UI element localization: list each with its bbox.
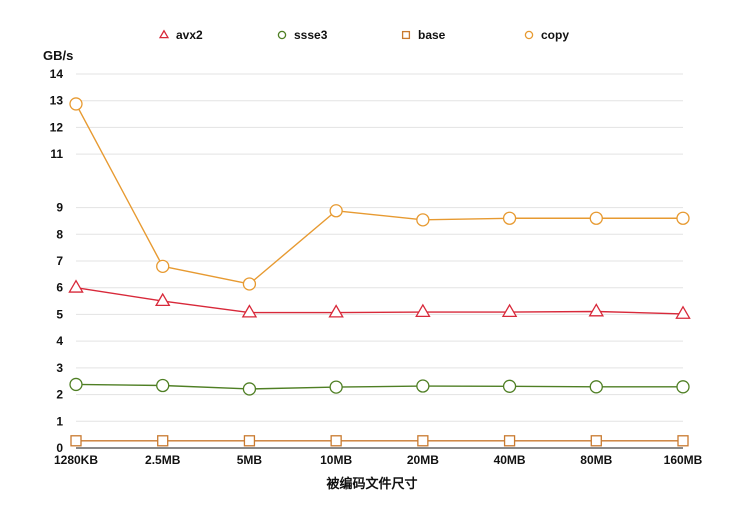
legend-marker-avx2 bbox=[158, 29, 170, 39]
data-point-base bbox=[503, 435, 516, 447]
legend-label-avx2: avx2 bbox=[176, 28, 203, 42]
data-point-copy bbox=[156, 259, 170, 273]
legend-label-ssse3: ssse3 bbox=[294, 28, 328, 42]
y-tick-label: 8 bbox=[56, 227, 63, 241]
data-point-copy bbox=[589, 211, 603, 225]
data-point-ssse3 bbox=[589, 380, 603, 394]
grid-layer bbox=[76, 73, 683, 449]
data-point-base bbox=[330, 435, 342, 447]
data-point-copy bbox=[329, 204, 343, 218]
data-point-base bbox=[157, 435, 169, 447]
data-point-copy bbox=[242, 277, 257, 291]
series-line-ssse3 bbox=[75, 383, 683, 390]
data-point-avx2 bbox=[415, 303, 431, 318]
legend-label-copy: copy bbox=[541, 28, 569, 42]
data-point-base bbox=[677, 435, 689, 447]
legend-marker-copy bbox=[524, 30, 534, 40]
data-point-base bbox=[590, 435, 602, 447]
x-tick-label: 1280KB bbox=[54, 453, 98, 467]
data-point-copy bbox=[676, 211, 690, 225]
y-tick-label: 6 bbox=[56, 281, 63, 295]
data-point-ssse3 bbox=[416, 379, 430, 393]
data-point-ssse3 bbox=[329, 380, 343, 394]
data-point-avx2 bbox=[68, 279, 84, 293]
y-tick-label: 3 bbox=[56, 361, 63, 375]
legend: avx2 ssse3 base copy bbox=[158, 28, 569, 42]
y-tick-label: 4 bbox=[56, 334, 63, 348]
series-base bbox=[70, 435, 689, 447]
legend-item-avx2: avx2 bbox=[158, 28, 203, 42]
legend-item-copy: copy bbox=[524, 28, 569, 42]
data-point-copy bbox=[416, 213, 430, 227]
y-tick-label: 1 bbox=[56, 414, 63, 428]
x-tick-label: 80MB bbox=[580, 453, 612, 467]
legend-marker-ssse3 bbox=[277, 30, 287, 40]
series-line-avx2 bbox=[75, 287, 684, 315]
data-point-avx2 bbox=[241, 304, 258, 318]
y-tick-label: 9 bbox=[56, 201, 63, 215]
y-axis-label: GB/s bbox=[43, 48, 73, 63]
data-point-base bbox=[417, 435, 429, 447]
x-tick-label: 20MB bbox=[407, 453, 439, 467]
data-point-ssse3 bbox=[156, 378, 170, 393]
x-tick-label: 40MB bbox=[494, 453, 526, 467]
y-tick-label: 2 bbox=[56, 388, 63, 402]
legend-item-ssse3: ssse3 bbox=[277, 28, 328, 42]
data-point-avx2 bbox=[328, 304, 344, 318]
x-tick-label: 10MB bbox=[320, 453, 352, 467]
y-tick-label: 11 bbox=[50, 147, 63, 161]
data-point-ssse3 bbox=[69, 377, 83, 392]
data-point-avx2 bbox=[588, 303, 605, 317]
data-point-ssse3 bbox=[502, 379, 517, 393]
data-point-avx2 bbox=[501, 303, 518, 318]
data-point-base bbox=[70, 435, 82, 447]
y-tick-label: 14 bbox=[50, 67, 64, 81]
x-axis-label: 被编码文件尺寸 bbox=[325, 476, 417, 491]
data-point-copy bbox=[69, 97, 83, 111]
legend-label-base: base bbox=[418, 28, 446, 42]
y-tick-label: 0 bbox=[56, 441, 63, 455]
data-point-ssse3 bbox=[676, 380, 690, 394]
legend-marker-base bbox=[401, 30, 411, 40]
y-tick-label: 7 bbox=[56, 254, 63, 268]
y-tick-label: 12 bbox=[50, 120, 64, 134]
series-layer bbox=[68, 97, 691, 447]
series-line-copy bbox=[75, 103, 683, 285]
x-tick-label: 2.5MB bbox=[145, 453, 181, 467]
series-ssse3 bbox=[69, 377, 690, 396]
data-point-avx2 bbox=[154, 292, 171, 307]
x-tick-label: 160MB bbox=[664, 453, 703, 467]
data-point-avx2 bbox=[675, 305, 691, 319]
legend-item-base: base bbox=[401, 28, 446, 42]
series-avx2 bbox=[68, 279, 691, 319]
y-tick-label: 5 bbox=[56, 307, 63, 321]
series-copy bbox=[69, 97, 690, 291]
data-point-ssse3 bbox=[242, 382, 257, 396]
y-tick-label: 13 bbox=[50, 94, 64, 108]
data-point-base bbox=[243, 435, 256, 447]
x-tick-label: 5MB bbox=[237, 453, 263, 467]
data-point-copy bbox=[502, 211, 517, 225]
